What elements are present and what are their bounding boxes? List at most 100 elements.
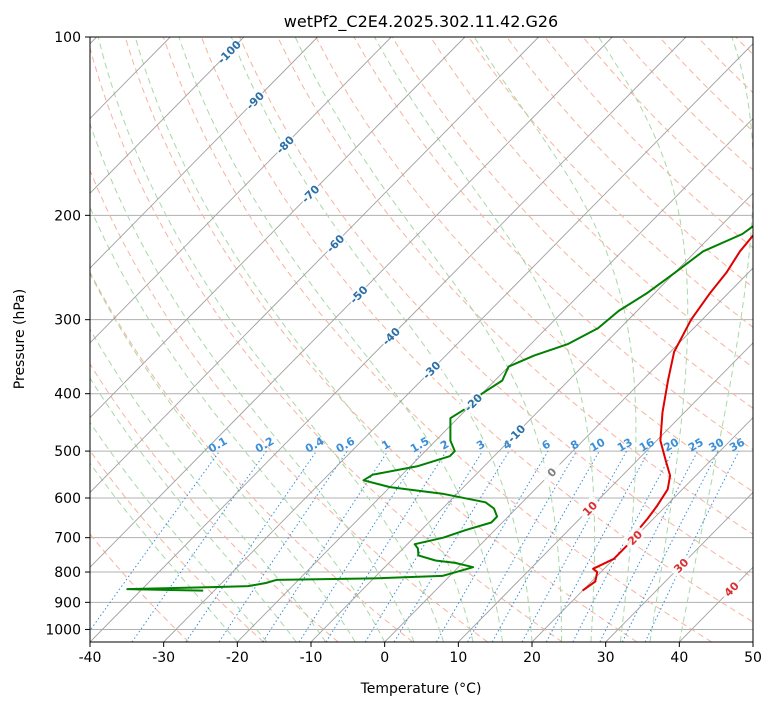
moist-adiabat — [90, 206, 386, 642]
dry-adiabat — [353, 37, 753, 451]
dry-adiabat — [200, 37, 753, 623]
dry-adiabat — [506, 37, 753, 288]
x-tick-label: 50 — [744, 650, 762, 666]
moist-adiabat — [90, 377, 297, 642]
x-tick-label: -30 — [152, 650, 175, 666]
y-tick-label: 200 — [54, 208, 81, 224]
moist-adiabat — [90, 328, 327, 642]
y-tick-label: 100 — [54, 30, 81, 46]
mixing-ratio-line — [644, 450, 740, 642]
moist-adiabat — [97, 37, 445, 642]
gridlines — [90, 37, 753, 630]
isotherm-line — [163, 43, 753, 642]
isotherm-label-bg — [576, 495, 602, 521]
dry-adiabat — [162, 37, 712, 642]
mixing-ratio-line — [218, 450, 348, 642]
moist-adiabat — [294, 37, 562, 642]
dry-adiabat — [239, 37, 753, 579]
isotherm-label-bg — [621, 524, 647, 550]
isotherm-line — [90, 37, 245, 194]
isotherm-label-bg — [538, 458, 564, 485]
moist-adiabat — [678, 37, 753, 642]
isotherm-label-bg — [717, 575, 744, 602]
isotherm-line — [384, 267, 753, 642]
y-axis-ticks: 100 200 300 400 500 600 700 800 900 1000 — [45, 30, 90, 638]
dry-adiabat — [90, 46, 563, 642]
isotherm-line — [237, 117, 753, 642]
dry-adiabat — [90, 169, 488, 642]
y-tick-label: 700 — [54, 531, 81, 547]
x-tick-label: 40 — [670, 650, 688, 666]
isotherm-line — [90, 37, 318, 269]
moist-adiabats — [90, 37, 753, 642]
isotherm-line — [90, 37, 613, 568]
y-tick-label: 600 — [54, 491, 81, 507]
mixing-ratio-line — [185, 450, 317, 642]
moist-adiabat — [374, 37, 596, 642]
isotherms — [90, 37, 753, 642]
mixing-ratio-line — [262, 450, 389, 642]
y-axis-label: Pressure (hPa) — [12, 289, 28, 389]
x-tick-label: -40 — [79, 650, 102, 666]
x-tick-label: -20 — [226, 650, 249, 666]
isotherm-label-bg — [459, 389, 486, 415]
plot-frame — [89, 36, 754, 643]
isotherm-line — [605, 491, 753, 642]
isotherm-label-bg — [215, 38, 242, 65]
x-axis-ticks: -40 -30 -20 -10 0 10 20 30 40 50 — [79, 642, 762, 666]
y-tick-label: 500 — [54, 444, 81, 460]
dry-adiabat — [315, 37, 753, 493]
x-tick-label: 30 — [597, 650, 615, 666]
mixing-ratio-line — [364, 450, 484, 642]
moist-adiabat — [230, 37, 533, 642]
x-tick-label: 20 — [523, 650, 541, 666]
mixing-ratio-line — [621, 450, 719, 642]
isotherm-line — [90, 37, 539, 494]
x-tick-label: -10 — [300, 650, 323, 666]
x-axis-label: Temperature (°C) — [360, 681, 482, 697]
mixing-ratio-line — [521, 450, 628, 642]
chart-title: wetPf2_C2E4.2025.302.11.42.G26 — [284, 12, 558, 32]
isotherm-label-bg — [667, 552, 694, 578]
y-tick-label: 800 — [54, 565, 81, 581]
dry-adiabat — [391, 37, 753, 409]
moist-adiabat — [90, 462, 238, 642]
moist-adiabat — [178, 37, 503, 642]
moist-adiabat — [473, 37, 637, 642]
isotherm-label-bg — [271, 131, 298, 157]
isotherm-label-bg — [502, 420, 529, 446]
mixing-ratio-line — [298, 450, 423, 642]
isotherm-label-bg — [377, 322, 404, 349]
isotherm-line — [310, 192, 753, 642]
dry-adiabat — [468, 37, 753, 328]
moist-adiabat — [134, 37, 474, 642]
mixing-ratio-line — [393, 450, 510, 642]
isotherm-line — [458, 342, 753, 642]
dry-adiabat — [124, 37, 638, 642]
mixing-ratio-lines — [90, 450, 740, 642]
moist-adiabat — [598, 37, 689, 642]
moist-adiabat — [90, 421, 268, 642]
dewpoint-line — [126, 225, 753, 592]
y-tick-label: 900 — [54, 595, 81, 611]
isotherm-line — [90, 37, 466, 419]
dry-adiabat — [90, 363, 339, 642]
x-tick-label: 10 — [449, 650, 467, 666]
mixing-ratio-line — [545, 450, 650, 642]
x-tick-label: 0 — [380, 650, 389, 666]
y-tick-label: 300 — [54, 313, 81, 329]
dry-adiabat — [429, 37, 753, 369]
plot-area: -100-90-80-70-60-50-40-30-20-10010203040… — [90, 37, 753, 642]
isotherm-label-bg — [321, 229, 348, 256]
mixing-ratio-line — [599, 450, 699, 642]
isotherm-label-bg — [296, 180, 323, 206]
moist-adiabat — [90, 272, 356, 642]
y-tick-label: 400 — [54, 387, 81, 403]
isotherm-label-bg — [241, 87, 268, 113]
isotherm-label-bg — [418, 356, 444, 383]
isotherm-label-bg — [345, 281, 371, 307]
dry-adiabat — [90, 449, 264, 642]
y-tick-label: 1000 — [45, 622, 81, 638]
